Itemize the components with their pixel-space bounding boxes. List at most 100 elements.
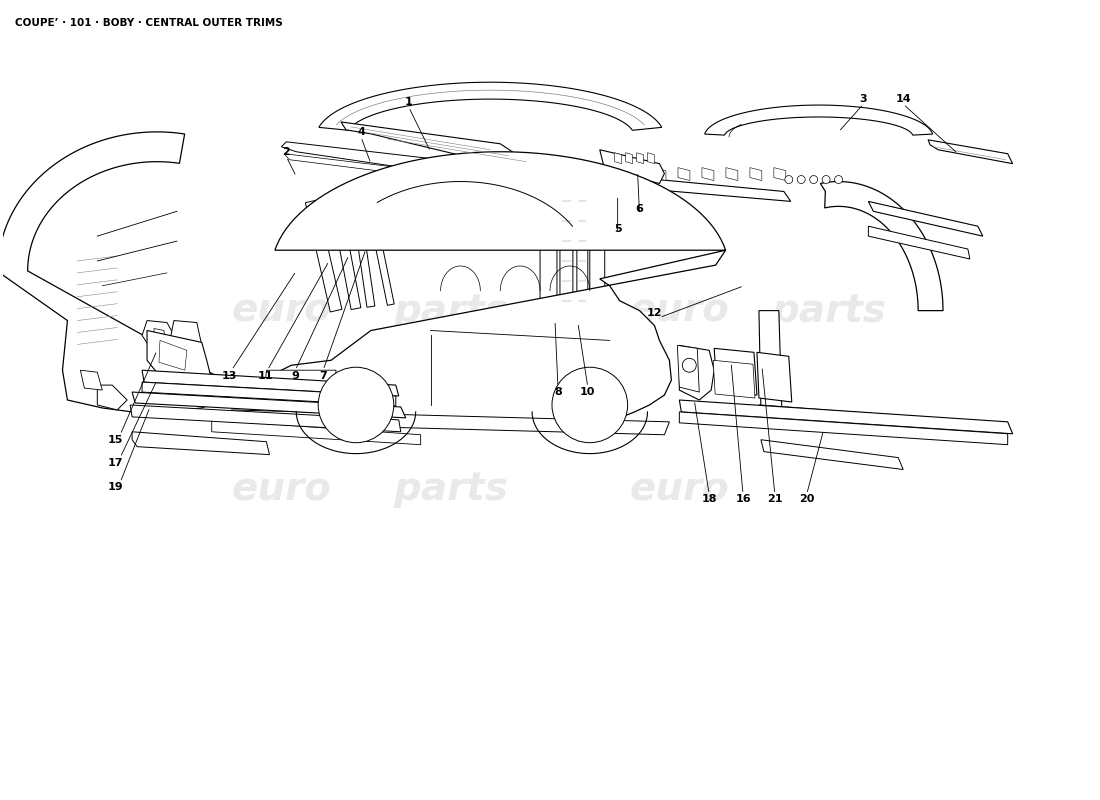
Polygon shape (680, 412, 1008, 445)
Polygon shape (648, 153, 654, 164)
Polygon shape (560, 171, 573, 330)
Polygon shape (757, 352, 792, 402)
Text: 6: 6 (636, 204, 644, 214)
Text: 13: 13 (222, 371, 238, 381)
Polygon shape (510, 168, 522, 181)
Circle shape (835, 175, 843, 183)
Circle shape (798, 175, 805, 183)
Polygon shape (654, 168, 666, 181)
Polygon shape (637, 153, 644, 164)
Text: 20: 20 (799, 494, 814, 504)
Circle shape (810, 175, 817, 183)
Text: parts: parts (393, 292, 508, 330)
Polygon shape (821, 182, 943, 310)
Polygon shape (282, 142, 520, 183)
Polygon shape (680, 400, 1013, 434)
Text: 10: 10 (580, 387, 595, 397)
Polygon shape (97, 385, 128, 410)
Polygon shape (132, 432, 270, 454)
Text: 9: 9 (292, 371, 299, 381)
Text: 14: 14 (895, 94, 911, 104)
Polygon shape (774, 168, 785, 181)
Polygon shape (705, 105, 933, 135)
Text: 2: 2 (283, 146, 290, 157)
Polygon shape (576, 171, 587, 330)
Text: 11: 11 (257, 371, 273, 381)
Polygon shape (759, 310, 782, 410)
Text: 15: 15 (108, 434, 123, 445)
Polygon shape (491, 164, 791, 202)
Polygon shape (142, 370, 399, 396)
Polygon shape (264, 370, 337, 410)
Polygon shape (227, 410, 670, 434)
Polygon shape (142, 382, 396, 406)
Text: 1: 1 (405, 97, 412, 107)
Polygon shape (714, 348, 757, 395)
Text: 5: 5 (614, 224, 622, 234)
Polygon shape (267, 380, 296, 400)
Polygon shape (868, 226, 970, 259)
Polygon shape (678, 346, 700, 392)
Polygon shape (160, 341, 187, 370)
Polygon shape (341, 122, 515, 164)
Circle shape (682, 358, 696, 372)
Text: parts: parts (393, 470, 508, 508)
Text: 17: 17 (108, 458, 123, 467)
Polygon shape (147, 330, 211, 390)
Polygon shape (367, 206, 394, 306)
Text: euro: euro (629, 292, 729, 330)
Text: 18: 18 (702, 494, 717, 504)
Polygon shape (331, 202, 361, 310)
Polygon shape (535, 168, 546, 181)
Polygon shape (80, 370, 102, 390)
Circle shape (784, 175, 793, 183)
Circle shape (822, 175, 830, 183)
Circle shape (552, 367, 628, 442)
Text: euro: euro (231, 470, 331, 508)
Polygon shape (590, 164, 605, 330)
Polygon shape (600, 150, 664, 183)
Text: COUPE’ · 101 · BOBY · CENTRAL OUTER TRIMS: COUPE’ · 101 · BOBY · CENTRAL OUTER TRIM… (14, 18, 283, 28)
Polygon shape (713, 360, 755, 398)
Polygon shape (615, 153, 622, 164)
Polygon shape (702, 168, 714, 181)
Text: euro: euro (231, 292, 331, 330)
Text: euro: euro (629, 470, 729, 508)
Circle shape (318, 367, 394, 442)
Polygon shape (352, 205, 375, 307)
Polygon shape (582, 168, 594, 181)
Polygon shape (0, 132, 242, 412)
Text: parts: parts (771, 292, 887, 330)
Polygon shape (169, 321, 201, 355)
Polygon shape (132, 392, 406, 418)
Text: 3: 3 (859, 94, 867, 104)
Polygon shape (142, 321, 177, 355)
Polygon shape (750, 168, 762, 181)
Polygon shape (678, 168, 690, 181)
Text: 4: 4 (358, 127, 365, 137)
Polygon shape (761, 440, 903, 470)
Polygon shape (606, 168, 618, 181)
Text: 7: 7 (319, 371, 327, 381)
Polygon shape (726, 168, 738, 181)
Polygon shape (130, 405, 400, 432)
Polygon shape (266, 152, 726, 424)
Polygon shape (868, 202, 982, 236)
Polygon shape (306, 200, 342, 312)
Polygon shape (759, 405, 961, 430)
Polygon shape (211, 420, 420, 445)
Polygon shape (154, 329, 165, 341)
Polygon shape (626, 153, 632, 164)
Polygon shape (540, 162, 557, 333)
Polygon shape (319, 82, 662, 130)
Polygon shape (558, 168, 570, 181)
Text: 21: 21 (767, 494, 782, 504)
Polygon shape (680, 346, 714, 400)
Polygon shape (630, 168, 642, 181)
Text: 8: 8 (554, 387, 562, 397)
Text: 12: 12 (647, 308, 662, 318)
Text: 16: 16 (735, 494, 751, 504)
Text: 19: 19 (108, 482, 123, 492)
Polygon shape (928, 140, 1013, 164)
Polygon shape (284, 154, 503, 186)
